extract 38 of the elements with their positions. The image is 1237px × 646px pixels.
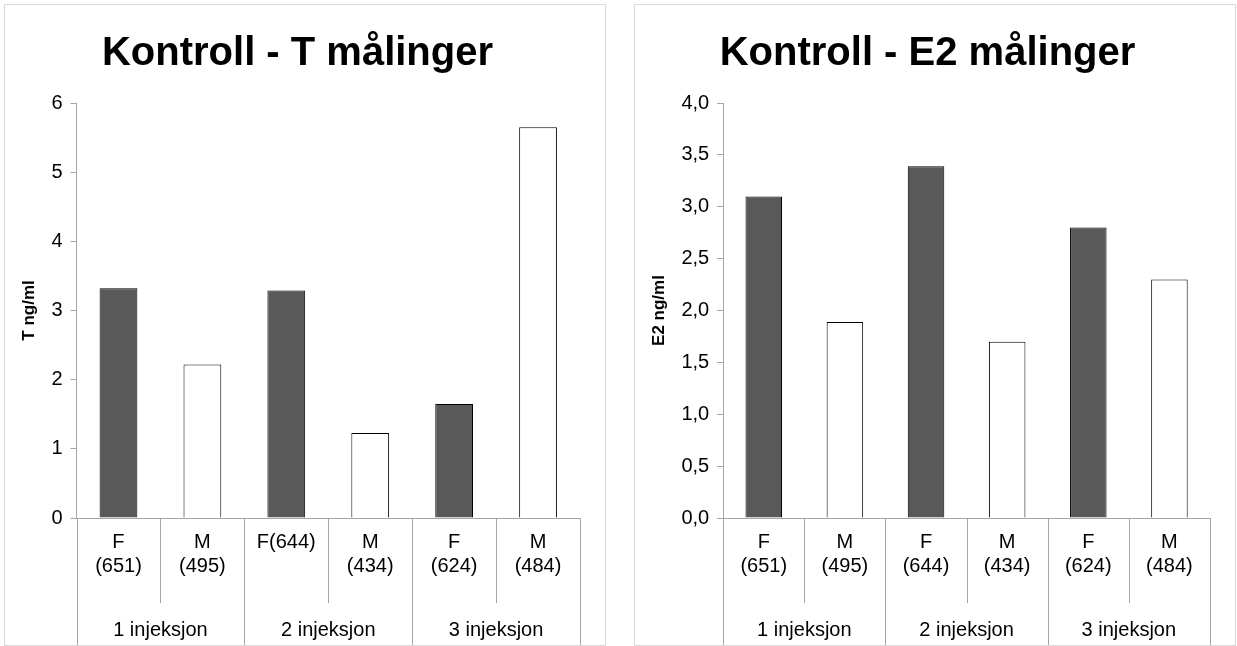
x-tick-label: F (644) bbox=[902, 529, 950, 576]
y-tick-label: 0,5 bbox=[681, 453, 710, 476]
x-tick-label: F (651) bbox=[740, 529, 788, 576]
y-tick-label: 3,0 bbox=[681, 194, 710, 217]
y-tick-label: 6 bbox=[51, 90, 63, 113]
y-tick-label: 1 bbox=[51, 436, 63, 459]
x-tick-label: M (495) bbox=[821, 529, 869, 576]
x-tick-label: F(644) bbox=[256, 529, 316, 552]
y-axis-title: E2 ng/ml bbox=[648, 275, 668, 346]
y-tick-label: 0 bbox=[51, 505, 63, 528]
x-tick-label: M (434) bbox=[983, 529, 1031, 576]
y-axis-title: T ng/ml bbox=[18, 280, 38, 341]
y-tick-label: 3 bbox=[51, 298, 63, 321]
x-tick-label: M (484) bbox=[1146, 529, 1193, 576]
text: 3 injeksjon bbox=[448, 617, 544, 640]
chart-title: Kontroll - T målinger bbox=[101, 29, 494, 74]
y-tick-label: 2,5 bbox=[681, 246, 710, 269]
y-tick-label: 5 bbox=[51, 159, 63, 182]
text: 2 injeksjon bbox=[919, 617, 1014, 640]
text: 3 injeksjon bbox=[1081, 617, 1177, 640]
y-tick-label: 4,0 bbox=[681, 90, 710, 113]
text: 1 injeksjon bbox=[757, 617, 852, 640]
y-tick-label: 1,0 bbox=[681, 401, 710, 424]
y-tick-label: 2 bbox=[51, 367, 63, 390]
x-tick-label: M (495) bbox=[179, 529, 226, 576]
y-tick-label: 0,0 bbox=[681, 505, 710, 528]
y-tick-label: 2,0 bbox=[681, 298, 710, 321]
x-tick-label: M (484) bbox=[514, 529, 562, 576]
x-tick-label: F (651) bbox=[95, 529, 142, 576]
x-tick-label: F (624) bbox=[430, 529, 478, 576]
y-tick-label: 4 bbox=[51, 228, 63, 251]
text: 2 injeksjon bbox=[281, 617, 376, 640]
text: 1 injeksjon bbox=[113, 617, 208, 640]
y-tick-label: 1,5 bbox=[681, 349, 710, 372]
chart-title: Kontroll - E2 målinger bbox=[719, 29, 1136, 74]
x-tick-label: F (624) bbox=[1064, 529, 1112, 576]
x-tick-label: M (434) bbox=[346, 529, 394, 576]
y-tick-label: 3,5 bbox=[681, 142, 710, 165]
